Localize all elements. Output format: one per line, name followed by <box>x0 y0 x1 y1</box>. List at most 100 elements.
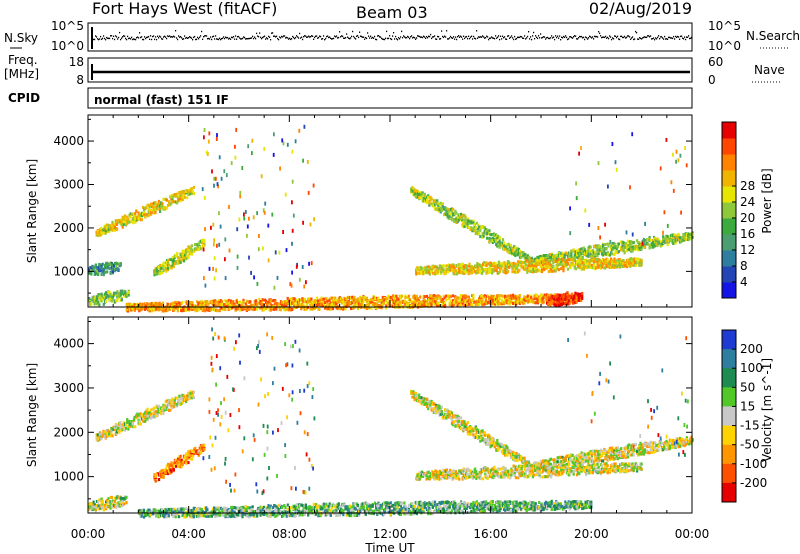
nsky-point <box>607 36 609 39</box>
echo-cell <box>529 256 532 260</box>
nsky-point <box>409 37 411 40</box>
echo-cell <box>109 432 112 436</box>
echo-cell <box>189 187 192 191</box>
echo-cell <box>372 302 375 306</box>
nsky-point <box>147 36 149 38</box>
nsky-point <box>637 38 639 40</box>
echo-cell <box>486 228 489 232</box>
echo-cell <box>172 258 175 262</box>
echo-cell <box>125 302 128 306</box>
echo-cell <box>515 296 518 300</box>
echo-cell <box>525 255 528 259</box>
echo-cell <box>268 308 271 312</box>
nsky-point <box>216 38 218 40</box>
nsky-point <box>98 38 100 41</box>
echo-cell <box>668 235 671 238</box>
echo-cell <box>508 260 511 264</box>
echo-cell <box>525 297 528 301</box>
nsky-point <box>670 37 672 39</box>
echo-cell <box>101 432 104 436</box>
echo-cell <box>467 302 470 306</box>
echo-cell <box>215 268 217 273</box>
echo-cell <box>415 270 418 274</box>
nsky-point <box>576 38 578 40</box>
echo-cell <box>441 302 444 306</box>
echo-cell <box>439 201 442 205</box>
echo-cell <box>208 266 211 271</box>
echo-cell <box>574 250 577 254</box>
echo-cell <box>256 303 259 307</box>
echo-cell <box>214 176 217 181</box>
echo-cell <box>351 295 354 299</box>
nsky-point <box>522 37 524 39</box>
echo-cell <box>543 257 546 260</box>
nsky-point <box>157 35 159 37</box>
echo-cell <box>176 309 179 313</box>
echo-cell <box>89 265 92 269</box>
echo-cell <box>284 192 287 197</box>
echo-cell <box>109 293 112 297</box>
echo-cell <box>251 151 253 156</box>
nsky-point <box>289 37 291 40</box>
echo-cell <box>172 301 175 305</box>
echo-cell <box>562 265 565 269</box>
echo-cell <box>428 272 431 276</box>
echo-cell <box>679 240 682 244</box>
echo-cell <box>463 225 466 229</box>
echo-cell <box>206 300 209 304</box>
echo-cell <box>570 258 573 261</box>
echo-cell <box>223 303 226 307</box>
echo-cell <box>100 292 103 296</box>
echo-cell <box>472 270 476 273</box>
echo-cell <box>319 304 322 308</box>
nsky-point <box>504 36 506 38</box>
nsky-point <box>124 35 126 37</box>
nsky-point <box>177 38 179 41</box>
nsky-point <box>655 37 657 39</box>
echo-cell <box>109 271 112 275</box>
echo-cell <box>640 258 643 262</box>
echo-cell <box>428 304 431 308</box>
echo-cell <box>363 295 366 299</box>
echo-cell <box>591 266 594 270</box>
nsky-point <box>538 35 540 37</box>
echo-cell <box>157 199 160 203</box>
echo-cell <box>300 307 303 311</box>
echo-cell <box>493 302 496 306</box>
nsky-point <box>563 35 565 38</box>
echo-cell <box>126 219 129 223</box>
nsky-point <box>174 36 176 38</box>
echo-cell <box>495 239 498 243</box>
echo-cell <box>580 146 582 150</box>
nsky-point <box>322 38 324 40</box>
echo-cell <box>181 190 184 194</box>
echo-cell <box>581 291 584 295</box>
nsky-point <box>631 37 633 39</box>
echo-cell <box>518 302 521 305</box>
echo-cell <box>598 258 601 262</box>
colorbar-tick-label: 24 <box>740 195 755 209</box>
echo-cell <box>261 308 264 312</box>
echo-cell <box>665 137 668 142</box>
nsky-point <box>379 36 381 38</box>
echo-cell <box>211 307 214 311</box>
nsearch-label: N.Search <box>746 29 800 43</box>
echo-cell <box>291 200 293 205</box>
echo-cell <box>272 152 275 157</box>
nsky-point <box>254 36 256 38</box>
echo-cell <box>546 263 549 267</box>
echo-cell <box>179 199 182 203</box>
echo-cell <box>158 266 161 269</box>
echo-cell <box>330 307 333 311</box>
echo-cell <box>549 303 552 307</box>
echo-cell <box>539 257 542 261</box>
echo-cell <box>228 205 230 209</box>
nsky-point <box>303 36 305 38</box>
echo-cell <box>427 265 430 269</box>
echo-cell <box>519 300 523 304</box>
nsky-point <box>571 36 573 39</box>
echo-cell <box>540 293 543 297</box>
echo-cell <box>306 297 310 301</box>
echo-cell <box>152 301 156 305</box>
echo-cell <box>178 260 181 264</box>
